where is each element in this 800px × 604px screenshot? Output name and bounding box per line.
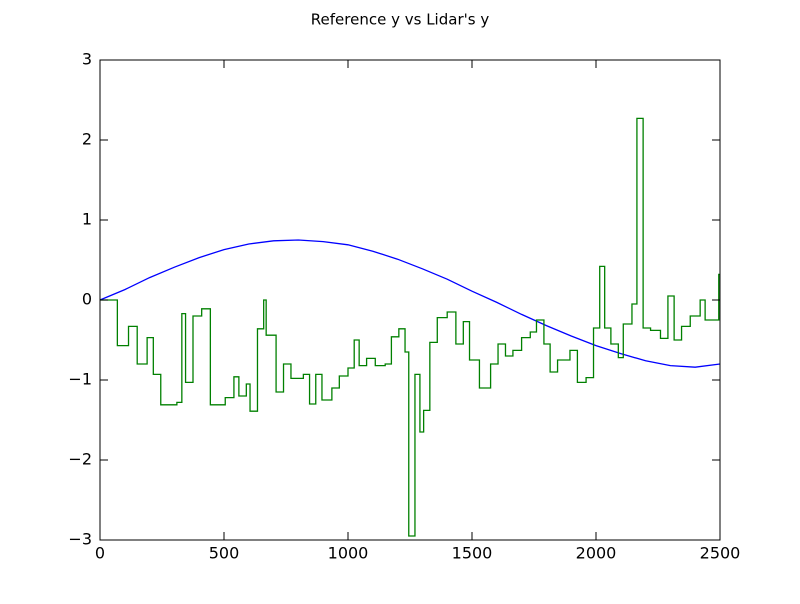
y-tick-label: −3 [68, 530, 92, 549]
y-tick-label: −1 [68, 370, 92, 389]
data-line [99, 239, 721, 368]
y-tick-label: 2 [82, 130, 92, 149]
y-tick-label: −2 [68, 450, 92, 469]
chart-title: Reference y vs Lidar's y [311, 11, 490, 29]
y-tick-label: 3 [82, 50, 92, 69]
y-tick-label: 0 [82, 290, 92, 309]
x-tick-label: 1000 [328, 544, 369, 563]
x-tick-label: 500 [209, 544, 240, 563]
x-tick-label: 2000 [576, 544, 617, 563]
data-line [100, 117, 720, 537]
y-tick-label: 1 [82, 210, 92, 229]
x-tick-label: 2500 [700, 544, 741, 563]
x-tick-label: 0 [95, 544, 105, 563]
x-tick-label: 1500 [452, 544, 493, 563]
